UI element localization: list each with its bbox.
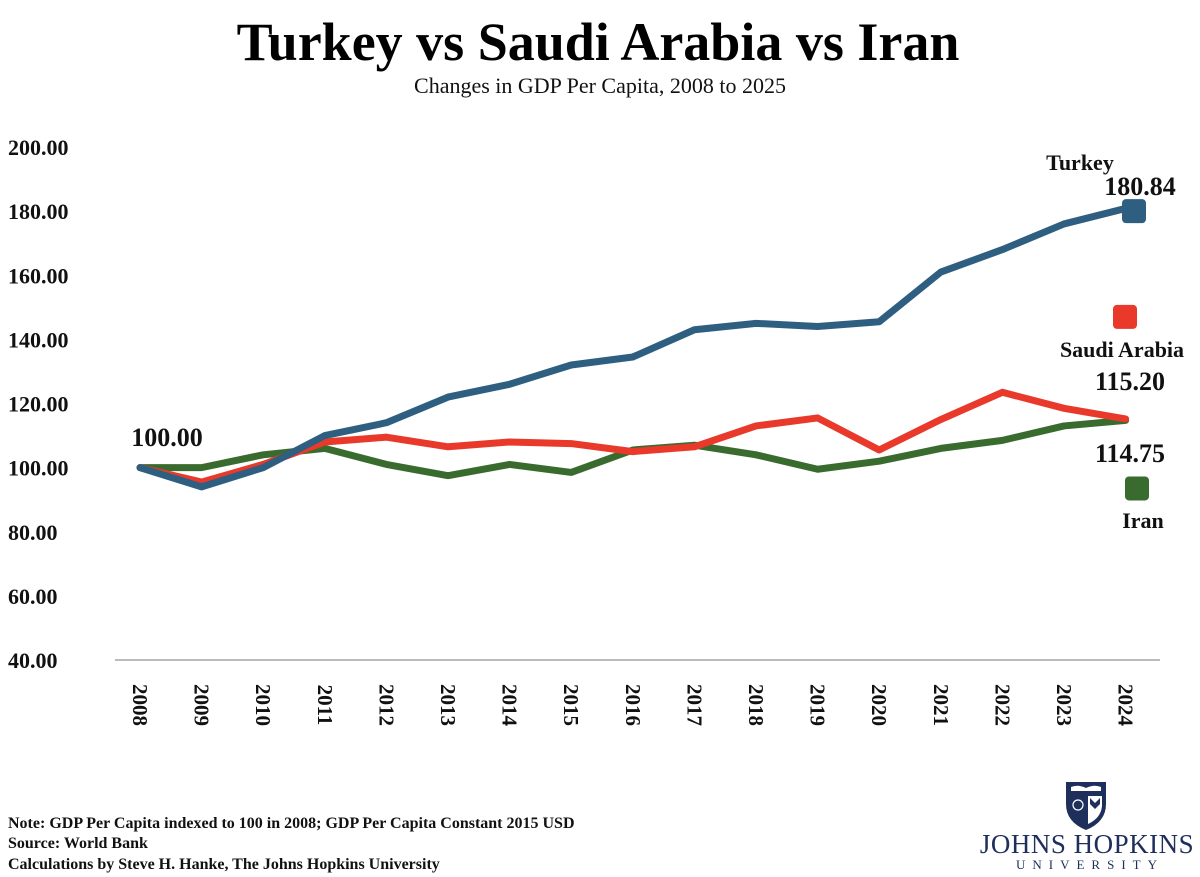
logo-sub: UNIVERSITY	[1016, 857, 1164, 872]
series-line-turkey	[136, 204, 1130, 491]
x-tick-label: 2019	[806, 684, 830, 726]
y-tick-label: 200.00	[8, 135, 69, 160]
y-tick-label: 40.00	[8, 648, 58, 673]
y-tick-label: 180.00	[8, 199, 69, 224]
x-tick-label: 2013	[436, 684, 460, 726]
credit-text: Calculations by Steve H. Hanke, The John…	[8, 856, 440, 873]
source-text: Source: World Bank	[8, 835, 148, 852]
logo-name: JOHNS HOPKINS	[980, 829, 1194, 859]
x-tick-label: 2011	[313, 685, 337, 726]
legend-markers	[1113, 199, 1149, 501]
start-label: 100.00	[131, 423, 203, 452]
series-line-iran	[136, 416, 1130, 480]
x-tick-label: 2008	[128, 684, 152, 726]
x-tick-label: 2017	[682, 684, 706, 726]
chart-title: Turkey vs Saudi Arabia vs Iran	[237, 12, 960, 72]
y-axis: 40.00 60.00 80.00 100.00 120.00 140.00 160.00 1…	[8, 135, 69, 673]
x-tick-label: 2010	[251, 684, 275, 726]
x-tick-label: 2014	[498, 684, 522, 727]
note-text: Note: GDP Per Capita indexed to 100 in 2…	[8, 815, 575, 832]
legend-iran-label: Iran	[1122, 508, 1164, 533]
legend-saudi-label: Saudi Arabia	[1060, 337, 1184, 362]
y-tick-label: 160.00	[8, 263, 69, 288]
y-tick-label: 100.00	[8, 456, 69, 481]
saudi-end-value: 115.20	[1095, 367, 1165, 396]
iran-end-value: 114.75	[1095, 439, 1165, 468]
legend-turkey-label: Turkey	[1046, 150, 1114, 175]
x-tick-label: 2021	[929, 684, 953, 726]
legend-marker-iran	[1125, 476, 1149, 501]
y-tick-label: 120.00	[8, 392, 69, 417]
series-line-saudi-arabia	[136, 388, 1130, 486]
x-tick-label: 2012	[374, 684, 398, 726]
x-tick-label: 2015	[559, 684, 583, 726]
x-tick-label: 2009	[190, 684, 214, 726]
x-axis: 2008 2009 2010 2011 2012 2013 2014 2015 2016 2017…	[128, 684, 1138, 727]
turkey-end-value: 180.84	[1104, 172, 1176, 201]
x-tick-label: 2023	[1052, 684, 1076, 726]
x-tick-label: 2022	[990, 684, 1014, 726]
x-tick-label: 2018	[744, 684, 768, 726]
x-tick-label: 2024	[1114, 684, 1138, 727]
chart-subtitle: Changes in GDP Per Capita, 2008 to 2025	[414, 73, 786, 98]
series-lines	[136, 204, 1130, 491]
legend-marker-saudi-arabia	[1113, 304, 1137, 329]
legend-marker-turkey	[1122, 199, 1146, 224]
x-tick-label: 2020	[867, 684, 891, 726]
jhu-logo: JOHNS HOPKINS UNIVERSITY	[980, 782, 1194, 872]
x-tick-label: 2016	[621, 684, 645, 726]
y-tick-label: 80.00	[8, 520, 58, 545]
y-tick-label: 60.00	[8, 584, 58, 609]
y-tick-label: 140.00	[8, 327, 69, 352]
